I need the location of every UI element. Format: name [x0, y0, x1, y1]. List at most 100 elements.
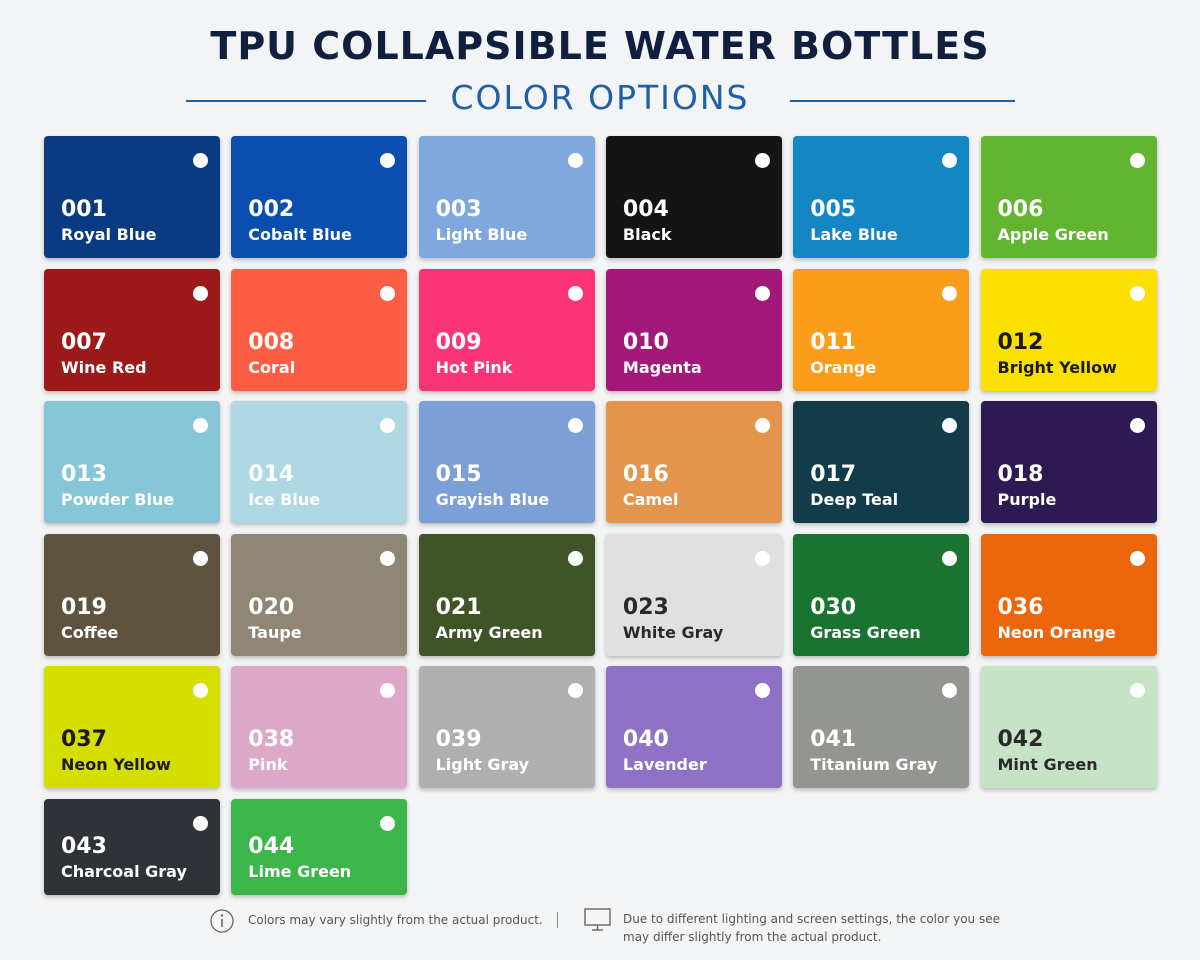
dot: [193, 285, 208, 301]
swatch-name: Purple: [997, 490, 1057, 509]
swatch: 036 Neon Orange: [980, 533, 1157, 656]
swatch: 042 Mint Green: [980, 666, 1157, 788]
swatch: 001 Royal Blue: [44, 136, 220, 258]
dot: [1129, 418, 1145, 433]
dot: [754, 418, 770, 433]
swatch: 038 Pink: [231, 666, 408, 788]
info-icon: [210, 909, 234, 933]
swatch-name: Charcoal Gray: [61, 861, 187, 881]
dot: [380, 418, 396, 433]
swatch: 013 Powder Blue: [44, 401, 220, 523]
swatch: 010 Magenta: [605, 268, 782, 391]
swatch-code: 003: [435, 197, 482, 222]
dot: [754, 683, 770, 698]
swatch-name: Cobalt Blue: [248, 225, 352, 244]
swatch-code: 018: [997, 462, 1044, 487]
dot: [567, 153, 583, 168]
swatch: 009 Hot Pink: [418, 268, 595, 391]
dot: [754, 285, 770, 301]
swatch: 019 Coffee: [44, 533, 220, 656]
dot: [567, 550, 583, 566]
swatch: 007 Wine Red: [44, 268, 220, 391]
swatch-name: Black: [622, 225, 672, 244]
swatch-code: 041: [810, 727, 857, 752]
swatch-code: 012: [997, 329, 1044, 355]
swatch-code: 044: [248, 833, 295, 859]
swatch-name: Coral: [248, 357, 296, 377]
dot: [567, 418, 583, 433]
footer-note: Due to different lighting and screen set…: [623, 912, 1000, 944]
dot: [193, 815, 208, 831]
swatch: 044 Lime Green: [231, 798, 408, 895]
swatch: 014 Ice Blue: [231, 401, 408, 523]
swatch-code: 002: [248, 197, 295, 222]
dot: [942, 418, 958, 433]
dot: [193, 683, 208, 698]
swatch-code: 014: [248, 462, 295, 487]
swatch-code: 037: [61, 727, 107, 752]
dot: [942, 683, 958, 698]
swatch-name: Light Gray: [435, 755, 530, 774]
dot: [567, 285, 583, 301]
swatch-code: 021: [435, 594, 482, 620]
dot: [1129, 285, 1145, 301]
swatch-code: 030: [810, 594, 857, 620]
dot: [380, 285, 396, 301]
swatch-name: Taupe: [248, 622, 302, 642]
swatch-name: Grass Green: [810, 622, 921, 642]
swatch-name: Lavender: [622, 755, 707, 774]
swatch-code: 023: [622, 594, 669, 620]
swatch: 018 Purple: [980, 401, 1157, 523]
swatch-name: Titanium Gray: [810, 755, 938, 774]
swatch-name: Mint Green: [997, 755, 1098, 774]
swatch-name: Bright Yellow: [997, 357, 1117, 377]
dot: [942, 285, 958, 301]
swatch: 002 Cobalt Blue: [231, 136, 408, 258]
swatch-code: 008: [248, 329, 295, 355]
swatch-code: 019: [61, 594, 107, 620]
swatch-code: 015: [435, 462, 482, 487]
footer-note: Colors may vary slightly from the actual…: [248, 913, 543, 927]
swatch-code: 001: [61, 197, 107, 222]
monitor-icon: [584, 908, 611, 931]
swatch-name: Ice Blue: [248, 490, 321, 509]
dot: [567, 683, 583, 698]
rule: [790, 100, 1015, 102]
swatch: 040 Lavender: [605, 666, 782, 788]
swatch-name: Orange: [810, 357, 877, 377]
swatch: 012 Bright Yellow: [980, 268, 1157, 391]
dot: [942, 153, 958, 168]
swatch-code: 039: [435, 727, 482, 752]
swatch: 008 Coral: [231, 268, 408, 391]
swatch: 030 Grass Green: [793, 533, 970, 656]
swatch-code: 016: [622, 462, 669, 487]
swatch-code: 013: [61, 462, 107, 487]
rule: [186, 100, 426, 102]
dot: [193, 550, 208, 566]
swatch-name: Army Green: [435, 622, 543, 642]
swatch: 039 Light Gray: [418, 666, 595, 788]
swatch-name: Deep Teal: [810, 490, 899, 509]
swatch-name: Apple Green: [997, 225, 1109, 244]
swatch-name: Powder Blue: [61, 490, 175, 509]
divider: [557, 912, 558, 928]
dot: [193, 153, 208, 168]
swatch-code: 038: [248, 727, 295, 752]
swatch: 016 Camel: [605, 401, 782, 523]
swatch: 006 Apple Green: [980, 136, 1157, 258]
dot: [942, 550, 958, 566]
swatch-name: Camel: [622, 490, 679, 509]
swatch-code: 042: [997, 727, 1044, 752]
subtitle: COLOR OPTIONS: [450, 78, 750, 117]
swatch-code: 007: [61, 329, 107, 355]
swatch-name: Pink: [248, 755, 288, 774]
dot: [1129, 683, 1145, 698]
swatch-name: White Gray: [622, 622, 724, 642]
dot: [754, 153, 770, 168]
swatch-code: 017: [810, 462, 857, 487]
swatch-name: Grayish Blue: [435, 490, 550, 509]
swatch: 005 Lake Blue: [793, 136, 970, 258]
swatch-code: 040: [622, 727, 669, 752]
swatch: 020 Taupe: [231, 533, 408, 656]
